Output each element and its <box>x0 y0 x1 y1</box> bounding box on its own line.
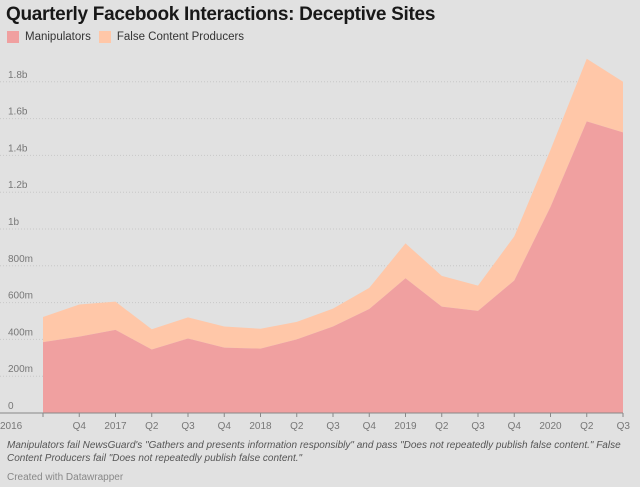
chart-title: Quarterly Facebook Interactions: Decepti… <box>6 4 436 25</box>
legend-label-manipulators: Manipulators <box>25 31 91 43</box>
y-tick-label: 800m <box>8 254 33 265</box>
footnote: Manipulators fail NewsGuard's "Gathers a… <box>7 440 621 464</box>
x-tick-label: Q2 <box>580 421 594 432</box>
chart-legend: Manipulators False Content Producers <box>7 31 244 43</box>
x-tick-label: Q3 <box>181 421 195 432</box>
x-tick-label: Q3 <box>471 421 485 432</box>
x-tick-label: 2018 <box>249 421 272 432</box>
x-tick-label: 2017 <box>104 421 127 432</box>
area-false-content-producers <box>43 58 623 350</box>
x-tick-label: 2019 <box>394 421 417 432</box>
x-tick-label: 2020 <box>539 421 562 432</box>
y-tick-label: 400m <box>8 327 33 338</box>
x-tick-label: Q4 <box>218 421 232 432</box>
x-tick-label: Q3 <box>617 421 631 432</box>
legend-item-manipulators: Manipulators <box>7 31 91 43</box>
legend-swatch-false-content-producers <box>98 31 111 43</box>
x-tick-label: Q2 <box>145 421 159 432</box>
x-tick-label: Q4 <box>73 421 87 432</box>
y-tick-label: 1.8b <box>8 70 28 81</box>
y-tick-label: 1.2b <box>8 180 28 191</box>
y-tick-label: 0 <box>8 401 14 412</box>
y-tick-label: 1.6b <box>8 107 28 118</box>
x-tick-label: Q4 <box>508 421 522 432</box>
area-manipulators <box>43 121 623 414</box>
x-tick-label: Q2 <box>290 421 304 432</box>
x-tick-label: Q3 <box>326 421 340 432</box>
area-chart: 0 200m 400m 600m 800m 1b 1.2b 1.4b 1.6b 1.8b 2016 Q… <box>0 58 631 432</box>
x-tick-label: Q2 <box>435 421 449 432</box>
x-tick-label: Q4 <box>363 421 377 432</box>
y-tick-label: 1.4b <box>8 143 28 154</box>
y-tick-label: 1b <box>8 217 20 228</box>
credit-line: Created with Datawrapper <box>7 472 124 483</box>
legend-label-false-content-producers: False Content Producers <box>116 31 245 43</box>
legend-item-false-content-producers: False Content Producers <box>98 31 245 43</box>
x-tick-label: 2016 <box>0 421 23 432</box>
y-tick-label: 600m <box>8 291 33 302</box>
legend-swatch-manipulators <box>7 31 19 43</box>
y-tick-label: 200m <box>8 364 33 375</box>
